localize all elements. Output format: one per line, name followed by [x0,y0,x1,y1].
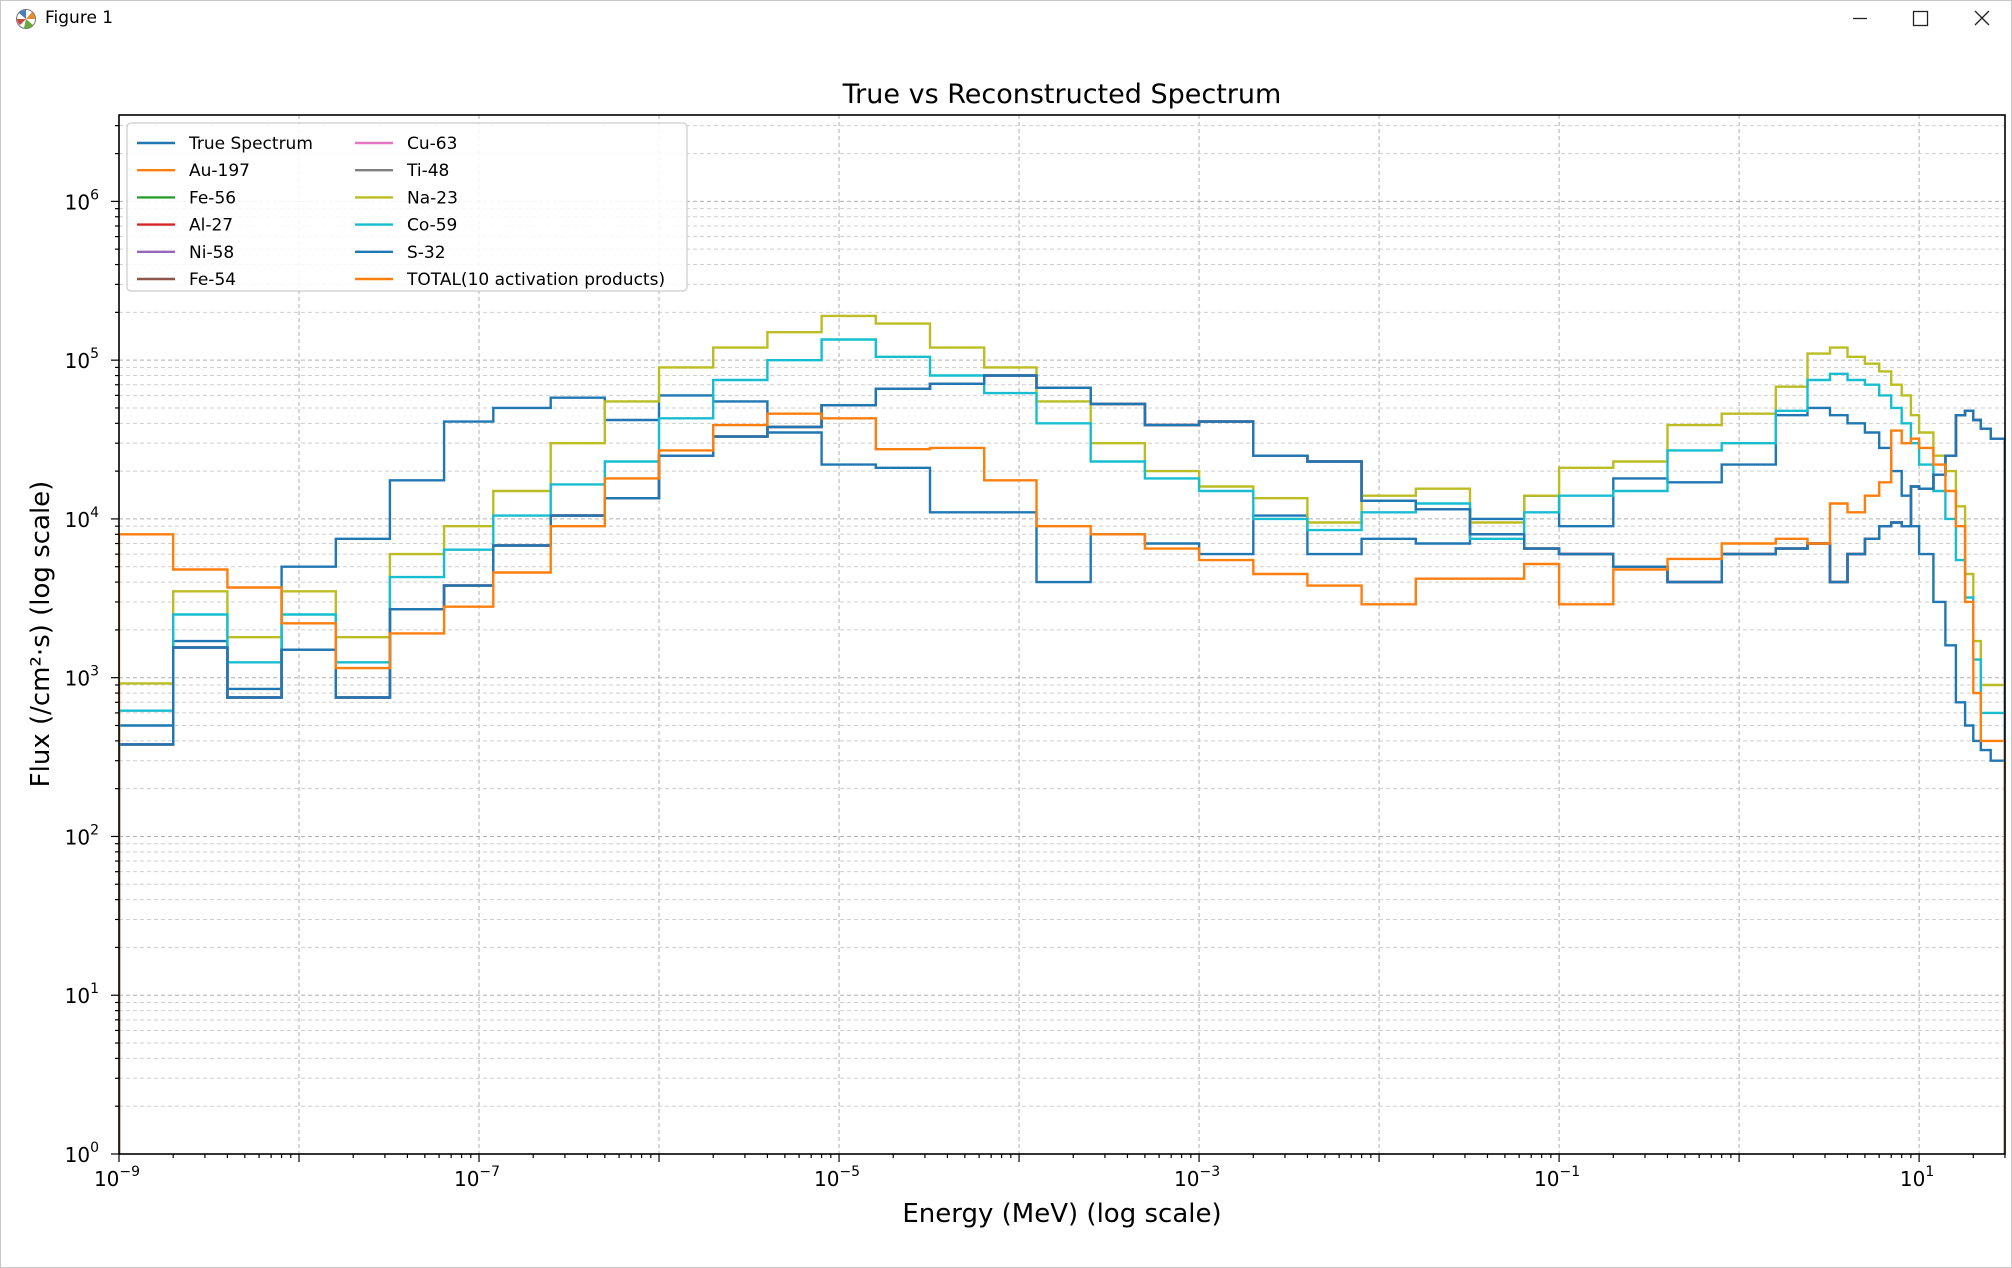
legend-entry: TOTAL(10 activation products) [406,270,665,290]
series-line [119,394,2005,1154]
legend: True Spectrum Au-197 Fe-56 Al-27 Ni-58 Fe-54 C… [126,122,688,292]
matplotlib-logo-icon [16,9,36,29]
x-tick-label: 10−9 [94,1164,140,1191]
window-title: Figure 1 [45,8,114,28]
legend-entry: S-32 [407,243,446,263]
close-button[interactable] [1951,1,2011,37]
legend-entry: Co-59 [407,216,457,236]
y-tick-label: 106 [65,187,99,214]
x-axis-label: Energy (MeV) (log scale) [902,1199,1221,1229]
legend-entry: Fe-54 [189,270,236,290]
legend-entry: True Spectrum [188,134,313,154]
y-tick-label: 104 [65,505,99,532]
title-bar[interactable]: Figure 1 [1,1,2011,37]
axes-frame [118,114,2006,1155]
legend-entry: Au-197 [189,161,250,181]
minimize-icon [1853,17,1867,20]
maximize-button[interactable] [1889,1,1949,37]
x-tick-label: 10−7 [454,1164,500,1191]
x-tick-label: 10−1 [1534,1164,1580,1191]
y-tick-label: 101 [65,981,99,1008]
x-tick-label: 10−5 [814,1164,860,1191]
y-tick-label: 103 [65,664,99,691]
x-tick-label: 10−3 [1174,1164,1220,1191]
legend-entry: Ni-58 [189,243,234,263]
tick-layer: 10−9 10−7 10−5 10−3 10−1 101 100 101 102 103 104 10… [65,125,2006,1191]
legend-entry: Al-27 [189,216,233,236]
chart-title: True vs Reconstructed Spectrum [842,79,1282,110]
y-axis-label: Flux (/cm²·s) (log scale) [26,481,56,788]
x-tick-label: 101 [1900,1164,1934,1191]
y-tick-label: 105 [65,346,99,373]
maximize-icon [1912,10,1929,27]
legend-entry: Cu-63 [407,134,457,154]
y-tick-label: 100 [65,1140,99,1167]
legend-box [126,122,688,292]
series-line [119,412,2005,1154]
y-tick-label: 102 [65,822,99,849]
legend-entry: Ti-48 [406,161,449,181]
minimize-button[interactable] [1829,1,1889,37]
legend-entry: Fe-56 [189,188,236,208]
legend-entry: Na-23 [407,188,458,208]
series-layer [119,314,2005,1154]
chart-canvas: 10−9 10−7 10−5 10−3 10−1 101 100 101 102 103 104 10… [1,37,2011,1265]
close-icon [1974,10,1990,26]
